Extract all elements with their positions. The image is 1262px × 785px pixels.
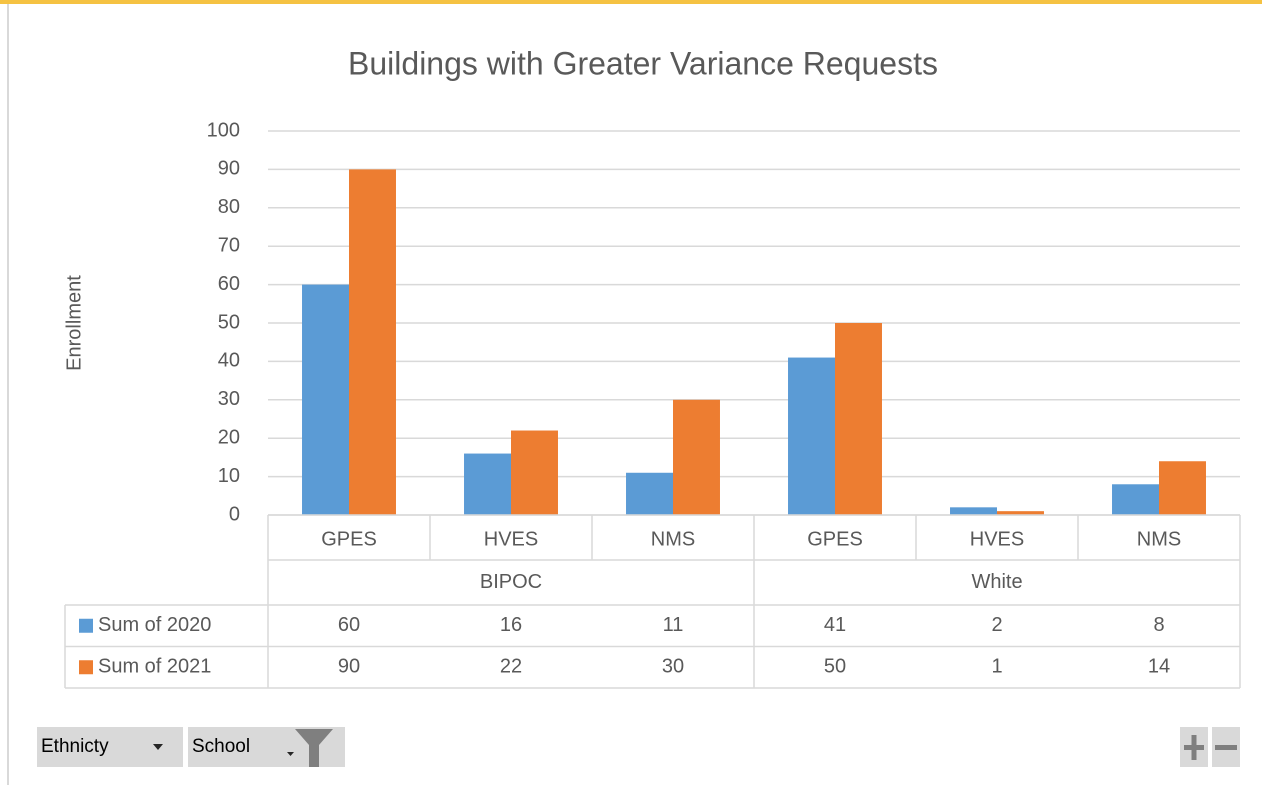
data-table-value: 22 bbox=[500, 656, 522, 678]
data-table-value: 2 bbox=[991, 614, 1002, 636]
data-table-value: 60 bbox=[338, 614, 360, 636]
y-tick-label: 0 bbox=[229, 503, 240, 525]
legend-swatch bbox=[79, 618, 93, 633]
bar bbox=[464, 453, 511, 515]
bar bbox=[673, 399, 720, 515]
dropdown-arrow bbox=[287, 752, 294, 756]
group-label: BIPOC bbox=[480, 571, 542, 593]
y-tick-label: 70 bbox=[218, 234, 240, 256]
data-table-value: 50 bbox=[824, 656, 846, 678]
bar bbox=[1112, 484, 1159, 515]
data-table-value: 41 bbox=[824, 614, 846, 636]
bar bbox=[788, 357, 835, 515]
minus-button[interactable] bbox=[1212, 727, 1240, 767]
data-table-value: 14 bbox=[1148, 656, 1170, 678]
plus-button[interactable] bbox=[1180, 727, 1208, 767]
top-border bbox=[0, 0, 1262, 4]
x-tick-label: GPES bbox=[321, 528, 377, 550]
field-button-label: School bbox=[192, 736, 250, 757]
x-tick-label: HVES bbox=[970, 528, 1024, 550]
data-table-value: 8 bbox=[1153, 614, 1164, 636]
data-table-value: 30 bbox=[662, 656, 684, 678]
bar bbox=[997, 511, 1044, 515]
group-label: White bbox=[971, 571, 1022, 593]
x-tick-label: NMS bbox=[651, 528, 695, 550]
chart-title: Buildings with Greater Variance Requests bbox=[348, 45, 938, 81]
y-axis-label: Enrollment bbox=[63, 275, 85, 371]
legend-swatch bbox=[79, 660, 93, 675]
dropdown-arrow bbox=[153, 744, 163, 750]
bar bbox=[835, 323, 882, 515]
y-tick-label: 10 bbox=[218, 465, 240, 487]
y-tick-label: 60 bbox=[218, 273, 240, 295]
field-button-label: Ethnicty bbox=[41, 736, 109, 757]
y-tick-label: 90 bbox=[218, 158, 240, 180]
y-tick-label: 20 bbox=[218, 426, 240, 448]
bar bbox=[511, 430, 558, 515]
x-tick-label: HVES bbox=[484, 528, 538, 550]
y-tick-label: 30 bbox=[218, 388, 240, 410]
data-table-value: 16 bbox=[500, 614, 522, 636]
legend-label: Sum of 2021 bbox=[98, 656, 211, 678]
x-tick-label: NMS bbox=[1137, 528, 1181, 550]
filter-icon bbox=[295, 729, 333, 767]
y-tick-label: 80 bbox=[218, 196, 240, 218]
y-tick-label: 100 bbox=[207, 119, 240, 141]
y-tick-label: 40 bbox=[218, 350, 240, 372]
bar bbox=[349, 169, 396, 515]
data-table-value: 1 bbox=[991, 656, 1002, 678]
legend-label: Sum of 2020 bbox=[98, 614, 211, 636]
y-tick-label: 50 bbox=[218, 311, 240, 333]
x-tick-label: GPES bbox=[807, 528, 863, 550]
bar bbox=[950, 507, 997, 515]
bar bbox=[626, 472, 673, 515]
data-table-value: 11 bbox=[663, 614, 684, 636]
bar bbox=[1159, 461, 1206, 515]
data-table-value: 90 bbox=[338, 656, 360, 678]
bar bbox=[302, 284, 349, 515]
